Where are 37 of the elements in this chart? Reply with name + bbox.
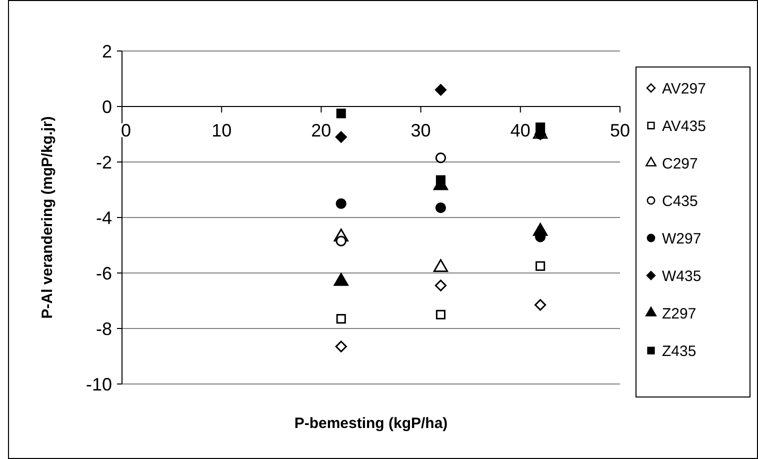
x-tick-label: 30	[410, 120, 431, 140]
y-tick-label: -2	[96, 152, 112, 172]
x-tick-label: 40	[510, 120, 530, 140]
point	[335, 131, 347, 143]
y-axis-title: P-Al verandering (mgP/kg.jr)	[39, 116, 56, 319]
legend-label: Z297	[662, 305, 696, 322]
point	[336, 198, 346, 209]
legend-label: AV435	[662, 118, 706, 135]
y-tick-label: 2	[102, 41, 112, 62]
point	[536, 122, 546, 132]
point	[336, 236, 346, 246]
legend-label: C435	[662, 192, 698, 210]
point	[336, 108, 346, 118]
point	[335, 340, 347, 352]
point	[536, 261, 546, 271]
point	[435, 152, 446, 164]
y-tick-label: -8	[96, 318, 112, 339]
point	[436, 175, 446, 185]
point	[435, 202, 446, 214]
point	[534, 299, 546, 311]
legend-label: AV297	[662, 80, 706, 98]
y-tick-label: 0	[102, 96, 112, 117]
legend-label: W297	[662, 230, 702, 248]
y-tick-label: -10	[86, 374, 112, 394]
point	[336, 314, 346, 324]
legend-label: Z435	[662, 342, 696, 360]
point	[434, 84, 447, 96]
x-tick-label: 20	[311, 120, 332, 140]
x-axis-title: P-bemesting (kgP/ha)	[294, 415, 448, 432]
legend-label: W435	[662, 268, 702, 285]
point	[434, 280, 447, 292]
x-tick-label: 10	[212, 120, 232, 140]
legend-label: C297	[662, 155, 698, 172]
x-tick-label: 50	[610, 120, 630, 140]
y-tick-label: -6	[96, 263, 112, 284]
point	[436, 310, 446, 320]
y-tick-label: -4	[96, 208, 112, 228]
